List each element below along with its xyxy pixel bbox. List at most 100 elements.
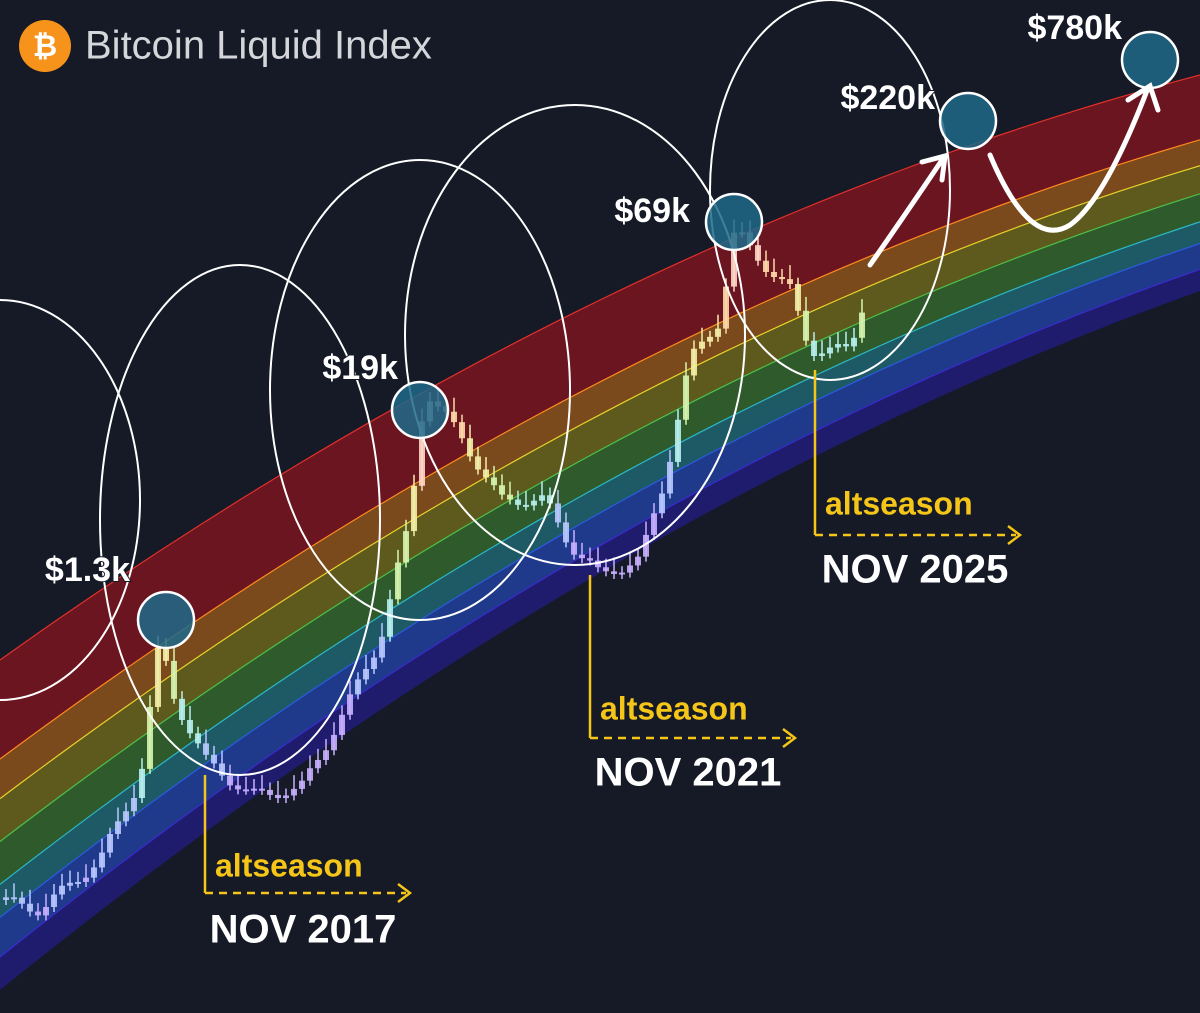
candle-body [243, 789, 249, 792]
altseason-date: NOV 2025 [822, 548, 1009, 592]
candle-body [91, 867, 97, 878]
peak-label: $220k [840, 79, 935, 117]
cycle-ellipse [709, 0, 951, 381]
peak-label: $19k [322, 349, 398, 387]
candle-body [83, 877, 89, 882]
candle-body [787, 279, 793, 285]
candle-body [67, 882, 73, 886]
band [0, 75, 1200, 759]
candle-body [835, 344, 841, 348]
candle-body [179, 698, 185, 720]
candle-body [155, 648, 161, 707]
candle-body [347, 694, 353, 715]
candle-body [59, 885, 65, 895]
peak-marker [1120, 30, 1180, 90]
bitcoin-symbol: ₿ [33, 30, 57, 63]
candle-body [819, 353, 825, 356]
candle-body [187, 719, 193, 734]
candle-body [771, 271, 777, 278]
candle-body [451, 411, 457, 423]
annotations: $1.3k $19k $69k $220k $780k altseason NOV 2017… [0, 0, 1180, 952]
candle-body [355, 679, 361, 695]
candle-body [547, 495, 553, 504]
candle-body [467, 438, 473, 457]
candle-body [371, 657, 377, 669]
altseason-arrowhead [782, 728, 798, 748]
candle-body [307, 768, 313, 781]
candle-body [715, 328, 721, 337]
candle-body [627, 565, 633, 573]
candle-body [267, 789, 273, 795]
band [0, 165, 1200, 842]
candle-body [499, 485, 505, 495]
candle-body [611, 571, 617, 575]
candle-body [19, 897, 25, 904]
candle-body [619, 572, 625, 575]
candle-body [587, 558, 593, 561]
candle-body [539, 495, 545, 501]
candle-body [283, 795, 289, 799]
candle-body [395, 562, 401, 600]
candle-body [131, 797, 137, 812]
candle-body [531, 500, 537, 506]
candle-body [803, 310, 809, 341]
candle-body [139, 768, 145, 798]
candle-body [731, 232, 737, 287]
band-edge [0, 165, 1200, 800]
candle-body [147, 706, 153, 769]
candle-body [419, 421, 425, 486]
bitcoin-icon [19, 20, 71, 72]
peak-marker [704, 192, 764, 252]
candle-body [203, 743, 209, 755]
candle-body [123, 811, 129, 822]
candle-body [643, 534, 649, 557]
candle-body [51, 894, 57, 907]
altseason-arrowhead [397, 883, 413, 903]
altseason-arrowhead [1007, 525, 1023, 545]
band-edge [0, 139, 1200, 760]
candle-body [227, 775, 233, 786]
candle-body [43, 906, 49, 916]
candle-body [75, 881, 81, 884]
candle-body [115, 821, 121, 835]
candle-body [507, 494, 513, 500]
candle-body [659, 493, 665, 514]
candle-body [235, 785, 241, 790]
candle-body [635, 556, 641, 566]
band-edge [0, 268, 1200, 958]
candle-body [275, 794, 281, 799]
candle-body [387, 599, 393, 637]
peak-label: $69k [614, 192, 690, 230]
candle-body [491, 477, 497, 486]
candle-body [699, 341, 705, 349]
forecast-arrow [867, 152, 948, 268]
altseason-date: NOV 2021 [595, 751, 782, 795]
candle-body [323, 750, 329, 760]
candle-body [515, 499, 521, 505]
candle-body [843, 344, 849, 347]
candle-body [219, 763, 225, 776]
candle-body [259, 788, 265, 791]
candle-body [755, 245, 761, 261]
candle-body [11, 897, 17, 900]
candle-body [195, 733, 201, 744]
candle-body [691, 348, 697, 376]
peak-label: $1.3k [45, 551, 130, 589]
candle-body [579, 554, 585, 559]
altseason-label: altseason [600, 690, 748, 726]
peak-marker [390, 380, 450, 440]
candle-body [27, 903, 33, 912]
candle-body [779, 277, 785, 280]
candle-body [211, 754, 217, 764]
cycle-ellipse [404, 104, 746, 566]
candle-body [475, 456, 481, 470]
peak-label: $780k [1027, 9, 1122, 47]
candle-body [483, 469, 489, 478]
candle-body [163, 648, 169, 661]
candle-body [859, 312, 865, 338]
band [0, 193, 1200, 885]
forecast-arrow [987, 82, 1161, 233]
candle-body [563, 522, 569, 543]
candle-body [675, 419, 681, 462]
